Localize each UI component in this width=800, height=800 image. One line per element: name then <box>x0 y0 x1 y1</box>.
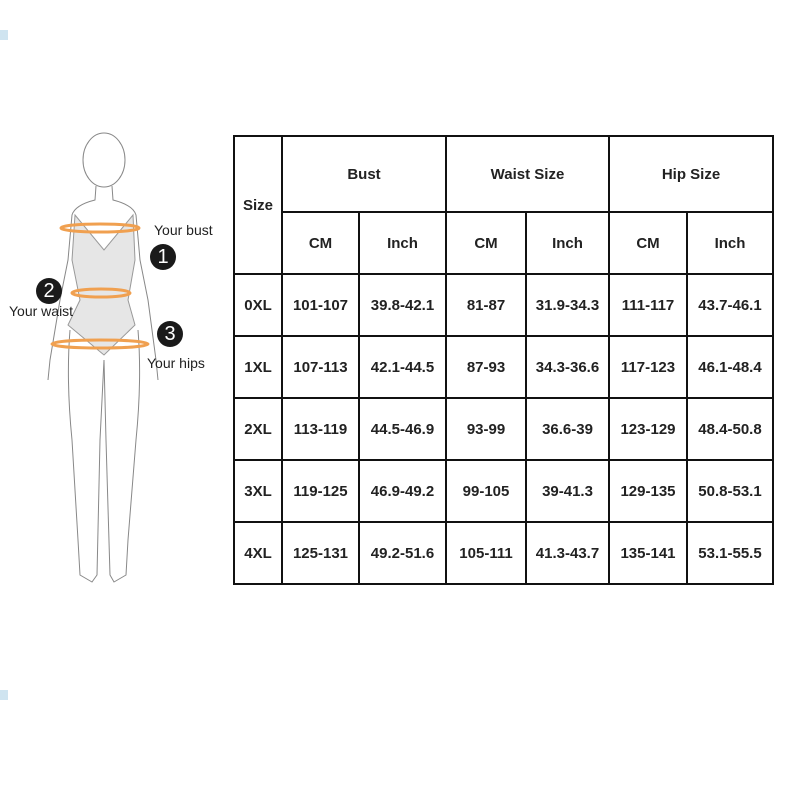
size-header: Size <box>233 135 283 275</box>
table-cell: 31.9-34.3 <box>525 273 610 337</box>
unit-header: Inch <box>686 211 774 275</box>
table-row: 4XL 125-131 49.2-51.6 105-111 41.3-43.7 135-1… <box>233 521 774 585</box>
size-cell: 1XL <box>233 335 283 399</box>
label-hips: Your hips <box>147 355 205 371</box>
table-cell: 119-125 <box>281 459 360 523</box>
table-cell: 93-99 <box>445 397 527 461</box>
group-header: Hip Size <box>608 135 774 213</box>
unit-header: CM <box>608 211 688 275</box>
table-cell: 39-41.3 <box>525 459 610 523</box>
table-cell: 113-119 <box>281 397 360 461</box>
group-header-row: Size Bust Waist Size Hip Size <box>233 135 774 275</box>
table-cell: 34.3-36.6 <box>525 335 610 399</box>
measurement-bands <box>50 222 150 350</box>
unit-header-row: CM Inch CM Inch CM Inch <box>234 211 774 275</box>
table-cell: 49.2-51.6 <box>358 521 447 585</box>
table-cell: 39.8-42.1 <box>358 273 447 337</box>
size-cell: 2XL <box>233 397 283 461</box>
table-row: 0XL 101-107 39.8-42.1 81-87 31.9-34.3 111-117… <box>233 273 774 337</box>
marker-2: 2 <box>36 278 62 304</box>
size-cell: 0XL <box>233 273 283 337</box>
edge-artifact <box>0 690 8 700</box>
size-cell: 4XL <box>233 521 283 585</box>
table-cell: 135-141 <box>608 521 688 585</box>
table-cell: 36.6-39 <box>525 397 610 461</box>
marker-1: 1 <box>150 244 176 270</box>
table-cell: 44.5-46.9 <box>358 397 447 461</box>
unit-header: CM <box>445 211 527 275</box>
label-waist: Your waist <box>9 303 74 319</box>
table-row: 3XL 119-125 46.9-49.2 99-105 39-41.3 129-135 5… <box>233 459 774 523</box>
table-cell: 48.4-50.8 <box>686 397 774 461</box>
size-cell: 3XL <box>233 459 283 523</box>
table-cell: 117-123 <box>608 335 688 399</box>
unit-header: CM <box>281 211 360 275</box>
table-cell: 125-131 <box>281 521 360 585</box>
size-chart-table: Size Bust Waist Size Hip Size CM Inch CM… <box>233 135 774 585</box>
group-header: Bust <box>281 135 447 213</box>
table-cell: 41.3-43.7 <box>525 521 610 585</box>
table-cell: 123-129 <box>608 397 688 461</box>
table-cell: 46.9-49.2 <box>358 459 447 523</box>
table-row: 2XL 113-119 44.5-46.9 93-99 36.6-39 123-129 48… <box>233 397 774 461</box>
table-cell: 105-111 <box>445 521 527 585</box>
unit-header: Inch <box>525 211 610 275</box>
table-cell: 53.1-55.5 <box>686 521 774 585</box>
body-figure-illustration <box>47 132 159 583</box>
table-row: 1XL 107-113 42.1-44.5 87-93 34.3-36.6 117-123… <box>233 335 774 399</box>
table-cell: 129-135 <box>608 459 688 523</box>
table-cell: 50.8-53.1 <box>686 459 774 523</box>
table-cell: 107-113 <box>281 335 360 399</box>
table-cell: 43.7-46.1 <box>686 273 774 337</box>
table-cell: 87-93 <box>445 335 527 399</box>
table-cell: 46.1-48.4 <box>686 335 774 399</box>
marker-3: 3 <box>157 321 183 347</box>
table-cell: 42.1-44.5 <box>358 335 447 399</box>
table-cell: 99-105 <box>445 459 527 523</box>
table-cell: 111-117 <box>608 273 688 337</box>
edge-artifact <box>0 30 8 40</box>
table-cell: 81-87 <box>445 273 527 337</box>
unit-header: Inch <box>358 211 447 275</box>
table-cell: 101-107 <box>281 273 360 337</box>
label-bust: Your bust <box>154 222 213 238</box>
group-header: Waist Size <box>445 135 610 213</box>
